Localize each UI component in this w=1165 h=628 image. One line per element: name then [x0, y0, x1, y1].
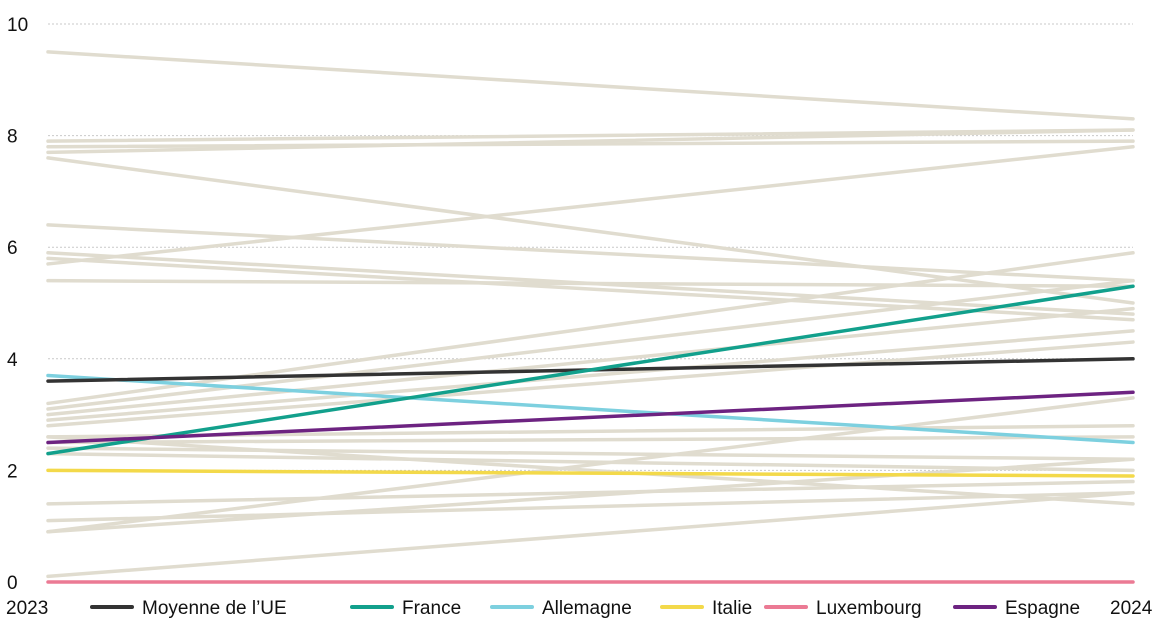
legend-label-italie: Italie: [712, 598, 752, 619]
highlighted-series: [46, 284, 1135, 584]
legend-label-france: France: [402, 598, 461, 619]
background-series-line-23: [46, 457, 1135, 534]
x-tick-label-2023: 2023: [6, 598, 48, 619]
background-series-line-24: [46, 435, 1135, 506]
legend: Moyenne de l’UE France Allemagne Italie Luxe…: [90, 598, 1080, 619]
background-series-line-22: [46, 396, 1135, 534]
background-series-line-6: [46, 223, 1135, 283]
legend-label-espagne: Espagne: [1005, 598, 1080, 619]
background-series-line-19: [46, 451, 1135, 473]
background-series-line-18: [46, 446, 1135, 461]
background-series-line-10: [46, 278, 1135, 289]
y-tick-label-10: 10: [7, 15, 28, 36]
background-series: [46, 50, 1135, 579]
background-series-line-2: [46, 128, 1135, 143]
y-tick-label-6: 6: [7, 238, 18, 259]
y-tick-label-2: 2: [7, 461, 18, 482]
x-tick-label-2024: 2024: [1110, 598, 1153, 619]
legend-item-espagne: Espagne: [953, 598, 1080, 619]
y-tick-label-8: 8: [7, 127, 18, 148]
background-series-line-4: [46, 128, 1135, 155]
legend-item-france: France: [350, 598, 461, 619]
background-series-line-17: [46, 435, 1135, 445]
series-line-espagne: [46, 390, 1135, 445]
y-axis-ticks: 0 2 4 6 8 10: [7, 15, 28, 594]
legend-item-allemagne: Allemagne: [490, 598, 632, 619]
background-series-line-8: [46, 256, 1135, 322]
background-series-line-14: [46, 329, 1135, 422]
legend-label-allemagne: Allemagne: [542, 598, 632, 619]
background-series-line-13: [46, 306, 1135, 417]
background-series-line-25: [46, 490, 1135, 579]
series-line-italie: [46, 468, 1135, 478]
legend-item-italie: Italie: [660, 598, 752, 619]
background-series-line-3: [46, 139, 1135, 149]
background-series-line-21: [46, 490, 1135, 523]
background-series-line-11: [46, 251, 1135, 406]
legend-item-luxembourg: Luxembourg: [764, 598, 922, 619]
legend-label-moyenne-de-l-ue: Moyenne de l’UE: [142, 598, 287, 619]
legend-item-moyenne-de-l-ue: Moyenne de l’UE: [90, 598, 287, 619]
y-tick-label-0: 0: [7, 573, 18, 594]
background-series-line-1: [46, 50, 1135, 121]
series-line-france: [46, 284, 1135, 456]
background-series-line-9: [46, 145, 1135, 266]
series-line-allemagne: [46, 373, 1135, 445]
legend-label-luxembourg: Luxembourg: [816, 598, 922, 619]
background-series-line-20: [46, 479, 1135, 506]
background-series-line-15: [46, 340, 1135, 428]
y-tick-label-4: 4: [7, 350, 18, 371]
